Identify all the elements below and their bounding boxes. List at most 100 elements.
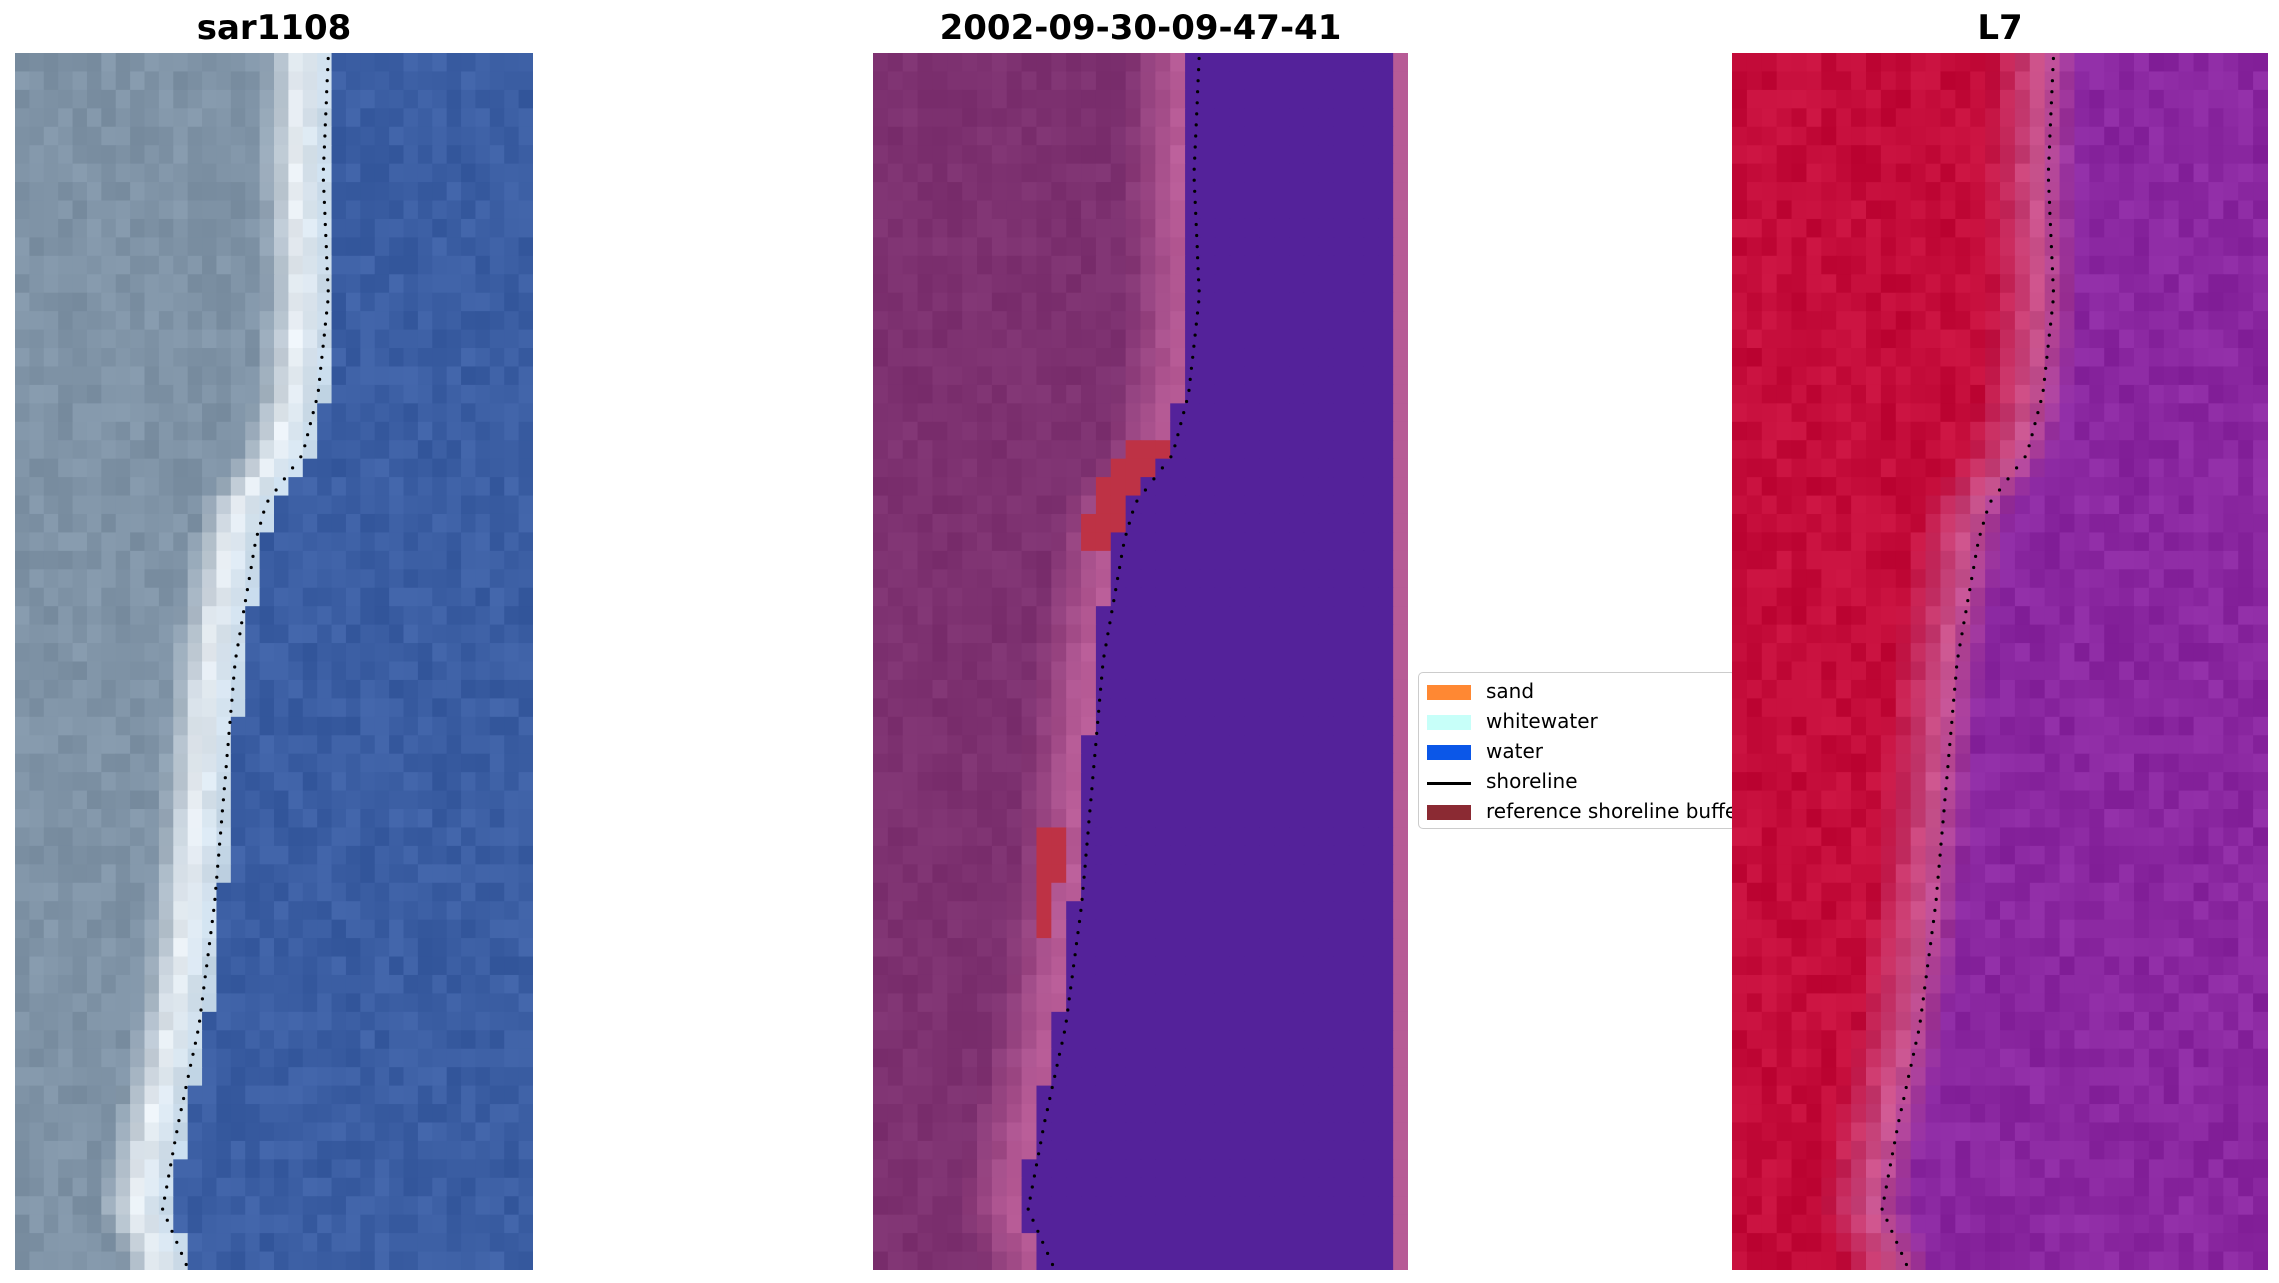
image-pixel	[130, 643, 146, 663]
image-pixel	[518, 587, 533, 607]
image-pixel	[1244, 661, 1260, 681]
image-pixel	[932, 1048, 948, 1068]
image-pixel	[302, 809, 318, 829]
image-pixel	[1081, 274, 1097, 294]
image-pixel	[991, 495, 1008, 515]
image-pixel	[947, 1048, 963, 1068]
image-pixel	[475, 550, 491, 570]
image-pixel	[504, 53, 520, 73]
image-pixel	[432, 292, 448, 312]
shoreline-dot	[1114, 588, 1118, 592]
image-pixel	[158, 1048, 174, 1068]
image-pixel	[977, 882, 993, 902]
image-pixel	[245, 274, 261, 294]
image-pixel	[489, 532, 505, 552]
image-pixel	[173, 532, 189, 552]
image-pixel	[202, 89, 218, 109]
image-pixel	[274, 864, 289, 884]
image-pixel	[403, 1214, 419, 1234]
image-pixel	[1095, 1011, 1112, 1031]
shoreline-dot	[1080, 897, 1084, 902]
image-pixel	[115, 550, 131, 570]
image-pixel	[1051, 440, 1067, 460]
image-pixel	[1348, 1085, 1365, 1105]
image-pixel	[1244, 1104, 1260, 1124]
image-pixel	[173, 421, 189, 441]
image-pixel	[504, 919, 520, 939]
image-pixel	[115, 1011, 131, 1031]
image-pixel	[331, 569, 347, 589]
image-pixel	[259, 108, 275, 128]
image-pixel	[417, 550, 433, 570]
image-pixel	[432, 403, 448, 423]
image-pixel	[1289, 495, 1305, 515]
shoreline-dot	[1083, 864, 1087, 868]
image-pixel	[1170, 126, 1186, 146]
image-pixel	[101, 1159, 117, 1179]
image-pixel	[1170, 274, 1186, 294]
image-pixel	[977, 679, 993, 699]
image-pixel	[86, 292, 102, 312]
image-pixel	[144, 882, 160, 902]
image-pixel	[158, 1196, 174, 1216]
image-pixel	[1185, 274, 1201, 294]
image-pixel	[202, 882, 218, 902]
image-pixel	[331, 1196, 347, 1216]
image-pixel	[1333, 901, 1350, 921]
image-pixel	[331, 495, 347, 515]
image-pixel	[1155, 772, 1171, 792]
image-pixel	[902, 845, 919, 865]
image-pixel	[230, 864, 246, 884]
image-pixel	[115, 1104, 131, 1124]
image-pixel	[1259, 809, 1275, 829]
image-pixel	[72, 550, 88, 570]
image-pixel	[1363, 532, 1379, 552]
shoreline-dot	[255, 532, 259, 536]
image-pixel	[345, 845, 361, 865]
image-pixel	[1021, 163, 1038, 183]
image-pixel	[1378, 237, 1394, 257]
image-pixel	[58, 274, 74, 294]
shoreline-dot	[209, 931, 213, 935]
image-pixel	[1214, 956, 1231, 976]
image-pixel	[1229, 1159, 1246, 1179]
image-pixel	[374, 956, 390, 976]
image-pixel	[518, 956, 533, 976]
shoreline-dot	[1182, 411, 1186, 415]
image-pixel	[962, 513, 978, 534]
image-pixel	[902, 753, 919, 773]
image-pixel	[29, 53, 45, 73]
image-pixel	[403, 753, 419, 773]
image-pixel	[1155, 956, 1171, 976]
image-pixel	[58, 569, 74, 589]
image-pixel	[216, 292, 232, 312]
image-pixel	[43, 938, 59, 958]
image-pixel	[1036, 735, 1052, 755]
image-pixel	[504, 845, 520, 865]
image-pixel	[917, 974, 934, 995]
image-pixel	[962, 753, 978, 773]
image-pixel	[1363, 1067, 1379, 1087]
image-pixel	[1393, 513, 1408, 534]
image-pixel	[173, 53, 189, 73]
image-pixel	[1199, 790, 1216, 810]
image-pixel	[962, 108, 978, 128]
image-pixel	[932, 237, 948, 257]
image-pixel	[1185, 1233, 1201, 1253]
image-pixel	[917, 440, 934, 460]
image-pixel	[1363, 440, 1379, 460]
image-pixel	[144, 864, 160, 884]
image-pixel	[1378, 1122, 1394, 1142]
image-pixel	[115, 735, 131, 755]
image-pixel	[302, 89, 318, 109]
image-pixel	[86, 1122, 102, 1142]
image-pixel	[432, 1011, 448, 1031]
image-pixel	[1393, 1214, 1408, 1234]
image-pixel	[1348, 1196, 1365, 1216]
image-pixel	[917, 1177, 934, 1197]
image-pixel	[1303, 827, 1320, 847]
image-pixel	[288, 606, 304, 626]
image-pixel	[932, 532, 948, 552]
image-pixel	[187, 311, 203, 331]
image-pixel	[947, 1140, 963, 1160]
